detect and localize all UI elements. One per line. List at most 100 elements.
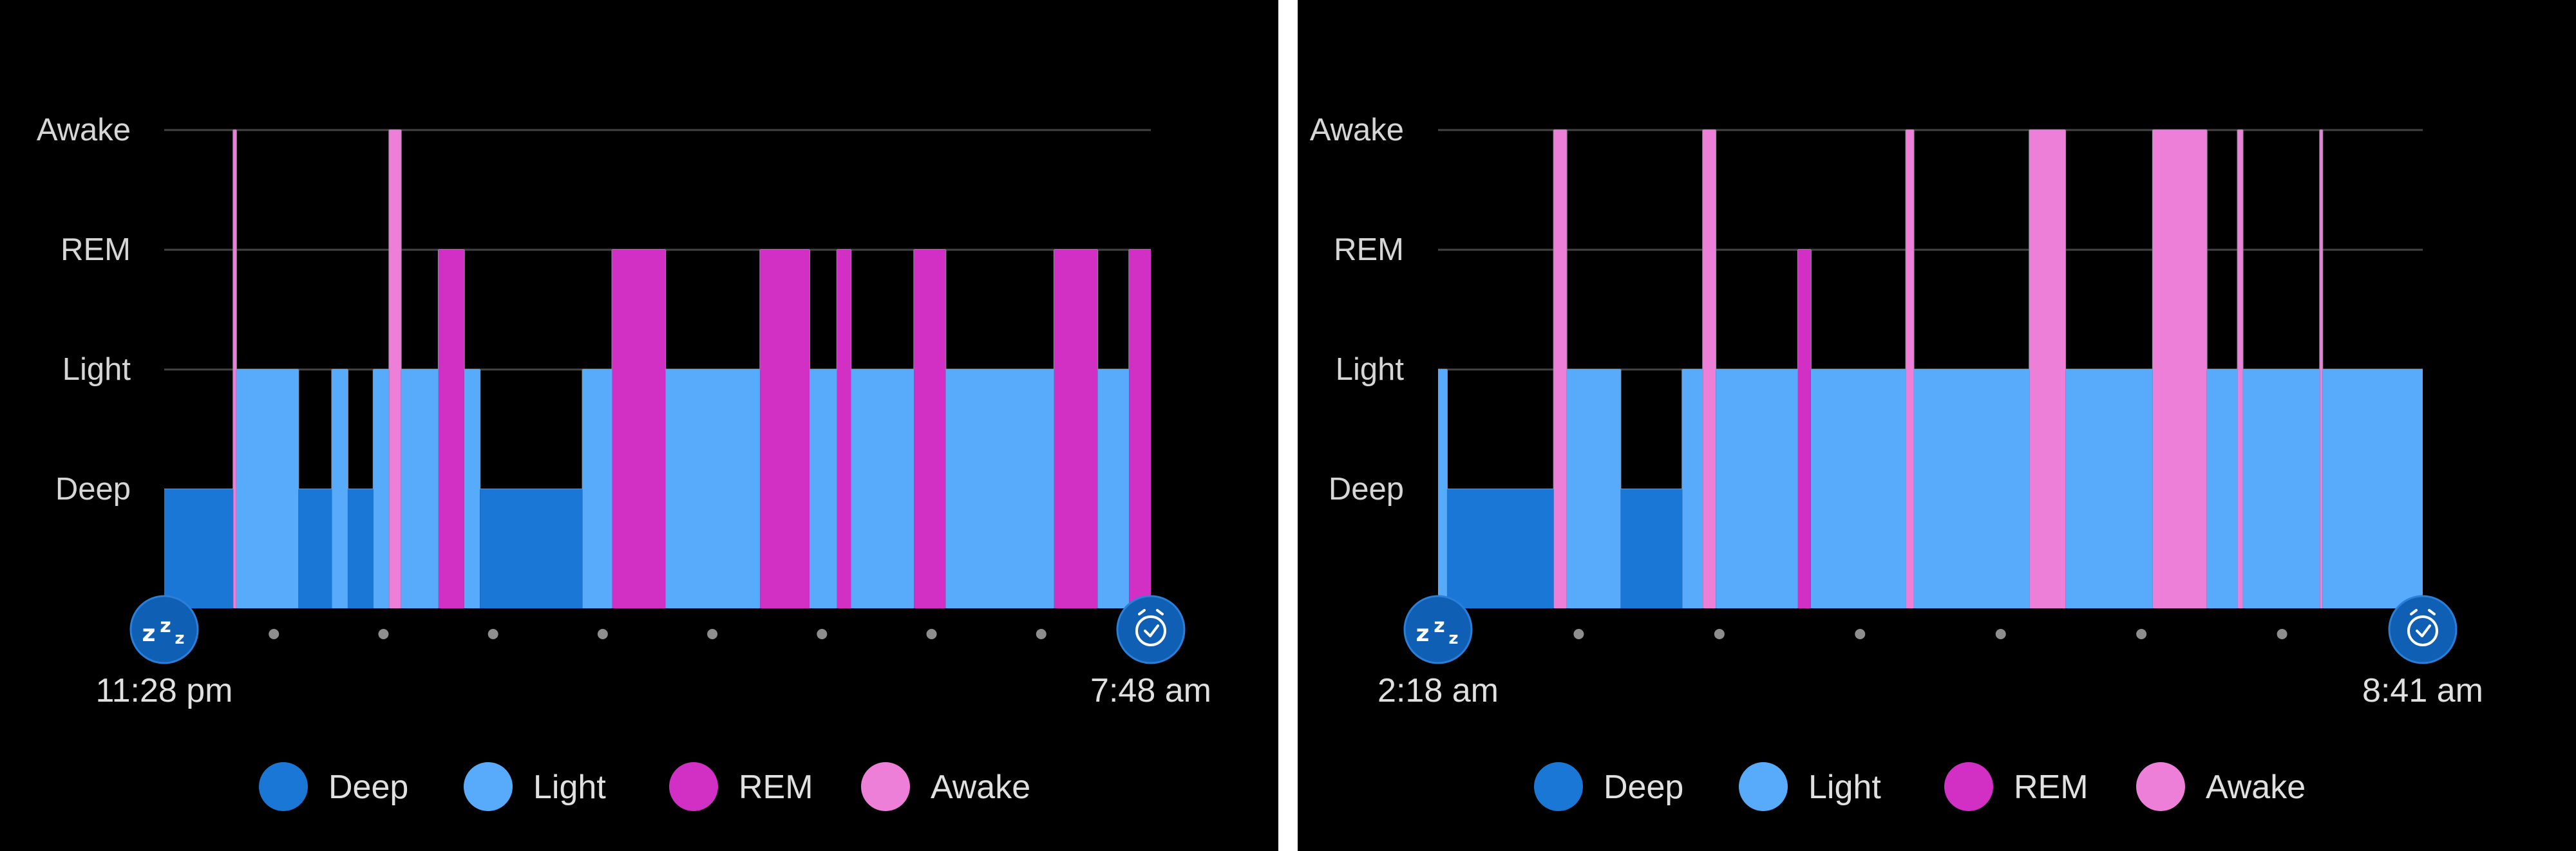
- y-label-light: Light: [62, 352, 131, 387]
- tick-dot: [269, 629, 279, 639]
- segment-light-8: [401, 369, 439, 608]
- y-label-light: Light: [1336, 352, 1405, 387]
- legend-swatch: [1534, 762, 1583, 811]
- tick-dot: [1036, 629, 1046, 639]
- tick-dot: [926, 629, 937, 639]
- segment-light-11: [1913, 369, 2030, 608]
- tick-dot: [1714, 629, 1725, 639]
- segment-awake-2: [1553, 130, 1567, 608]
- tick-dot: [597, 629, 608, 639]
- segment-light-7: [1716, 369, 1798, 608]
- legend-label: REM: [2014, 769, 2088, 806]
- sleep-stage-chart-1: Deep Light REM Awake z zz 11:28 pm 7:48 am Deep L…: [37, 113, 1211, 811]
- y-axis-labels: Deep Light REM Awake: [37, 113, 131, 507]
- segment-light-10: [464, 369, 480, 608]
- legend-label: Awake: [2206, 769, 2306, 806]
- segment-rem-21: [1054, 250, 1098, 608]
- legend-label: Deep: [1604, 769, 1683, 806]
- segment-light-5: [1682, 369, 1703, 608]
- legend-label: Light: [533, 769, 606, 806]
- segment-light-4: [332, 369, 348, 608]
- segment-light-16: [809, 369, 837, 608]
- end-time-label: 8:41 am: [2362, 672, 2483, 709]
- legend-swatch: [1944, 762, 1993, 811]
- legend: Deep Light REM Awake: [1534, 762, 2306, 811]
- sleep-zzz-icon: z zz: [129, 595, 199, 664]
- segment-awake-10: [1906, 130, 1914, 608]
- tick-dot: [817, 629, 828, 639]
- gridlines: [1438, 129, 2423, 371]
- legend-label: REM: [739, 769, 813, 806]
- segment-light-13: [2065, 369, 2153, 608]
- segment-light-2: [236, 369, 299, 608]
- legend-item-rem: REM: [1944, 762, 2088, 811]
- segment-deep-0: [164, 489, 234, 608]
- segment-light-0: [1438, 369, 1447, 608]
- clock-bell-left: [2410, 609, 2418, 615]
- tick-dot: [1855, 629, 1866, 639]
- legend-swatch: [464, 762, 513, 811]
- clock-check: [2416, 624, 2431, 637]
- legend-item-deep: Deep: [259, 762, 408, 811]
- segment-rem-15: [760, 250, 810, 608]
- segment-rem-9: [438, 250, 464, 608]
- tick-dot: [1573, 629, 1584, 639]
- legend-swatch: [2136, 762, 2185, 811]
- legend-item-deep: Deep: [1534, 762, 1683, 811]
- zzz-glyph: z: [160, 615, 171, 637]
- segment-light-9: [1810, 369, 1906, 608]
- segment-awake-16: [2237, 130, 2243, 608]
- legend-item-awake: Awake: [861, 762, 1030, 811]
- segment-awake-1: [233, 130, 236, 608]
- sleep-stage-chart-2: Deep Light REM Awake z zz 2:18 am 8:41 am Deep Li…: [1310, 113, 2483, 811]
- segment-deep-1: [1446, 489, 1554, 608]
- clock-bell-right: [1156, 609, 1164, 615]
- alarm-clock-icon: [2388, 595, 2458, 664]
- legend-label: Deep: [328, 769, 408, 806]
- zzz-glyph: z: [175, 629, 184, 648]
- tick-dot: [2277, 629, 2287, 639]
- legend-swatch: [669, 762, 718, 811]
- time-tick-dots: [269, 629, 1046, 639]
- y-axis-labels: Deep Light REM Awake: [1310, 113, 1405, 507]
- sleep-segments: [1438, 130, 2423, 608]
- end-marker-circle: [1116, 595, 1186, 664]
- segment-rem-13: [612, 250, 666, 608]
- segment-light-18: [851, 369, 914, 608]
- legend: Deep Light REM Awake: [259, 762, 1030, 811]
- clock-check: [1144, 624, 1159, 637]
- zzz-glyph: z: [1448, 629, 1458, 648]
- segment-rem-19: [914, 250, 946, 608]
- segment-awake-7: [389, 130, 401, 608]
- segment-light-3: [1566, 369, 1621, 608]
- start-time-label: 11:28 pm: [96, 672, 233, 709]
- legend-item-awake: Awake: [2136, 762, 2306, 811]
- y-label-deep: Deep: [55, 472, 131, 507]
- segment-light-19: [2322, 369, 2423, 608]
- alarm-clock-icon: [1116, 595, 1186, 664]
- time-tick-dots: [1573, 629, 2287, 639]
- y-label-awake: Awake: [37, 113, 131, 147]
- legend-item-light: Light: [1739, 762, 1881, 811]
- segment-awake-12: [2029, 130, 2066, 608]
- tick-dot: [378, 629, 389, 639]
- y-label-rem: REM: [1334, 232, 1404, 267]
- tick-dot: [1995, 629, 2006, 639]
- segment-awake-14: [2152, 130, 2207, 608]
- clock-face: [2407, 615, 2438, 646]
- sleep-segments: [164, 130, 1151, 608]
- zzz-glyph: z: [142, 621, 156, 647]
- start-marker-circle: [129, 595, 199, 664]
- segment-rem-8: [1797, 250, 1811, 608]
- segment-deep-5: [347, 489, 374, 608]
- y-label-deep: Deep: [1329, 472, 1404, 507]
- y-label-awake: Awake: [1310, 113, 1404, 147]
- tick-dot: [707, 629, 718, 639]
- sleep-chart-panel-1: Deep Light REM Awake z z z 11:28 pm 7:48 am Deep L…: [0, 0, 1278, 851]
- segment-light-12: [582, 369, 612, 608]
- segment-deep-3: [298, 489, 332, 608]
- start-time-label: 2:18 am: [1378, 672, 1499, 709]
- segment-light-17: [2242, 369, 2320, 608]
- legend-item-light: Light: [464, 762, 606, 811]
- tick-dot: [488, 629, 498, 639]
